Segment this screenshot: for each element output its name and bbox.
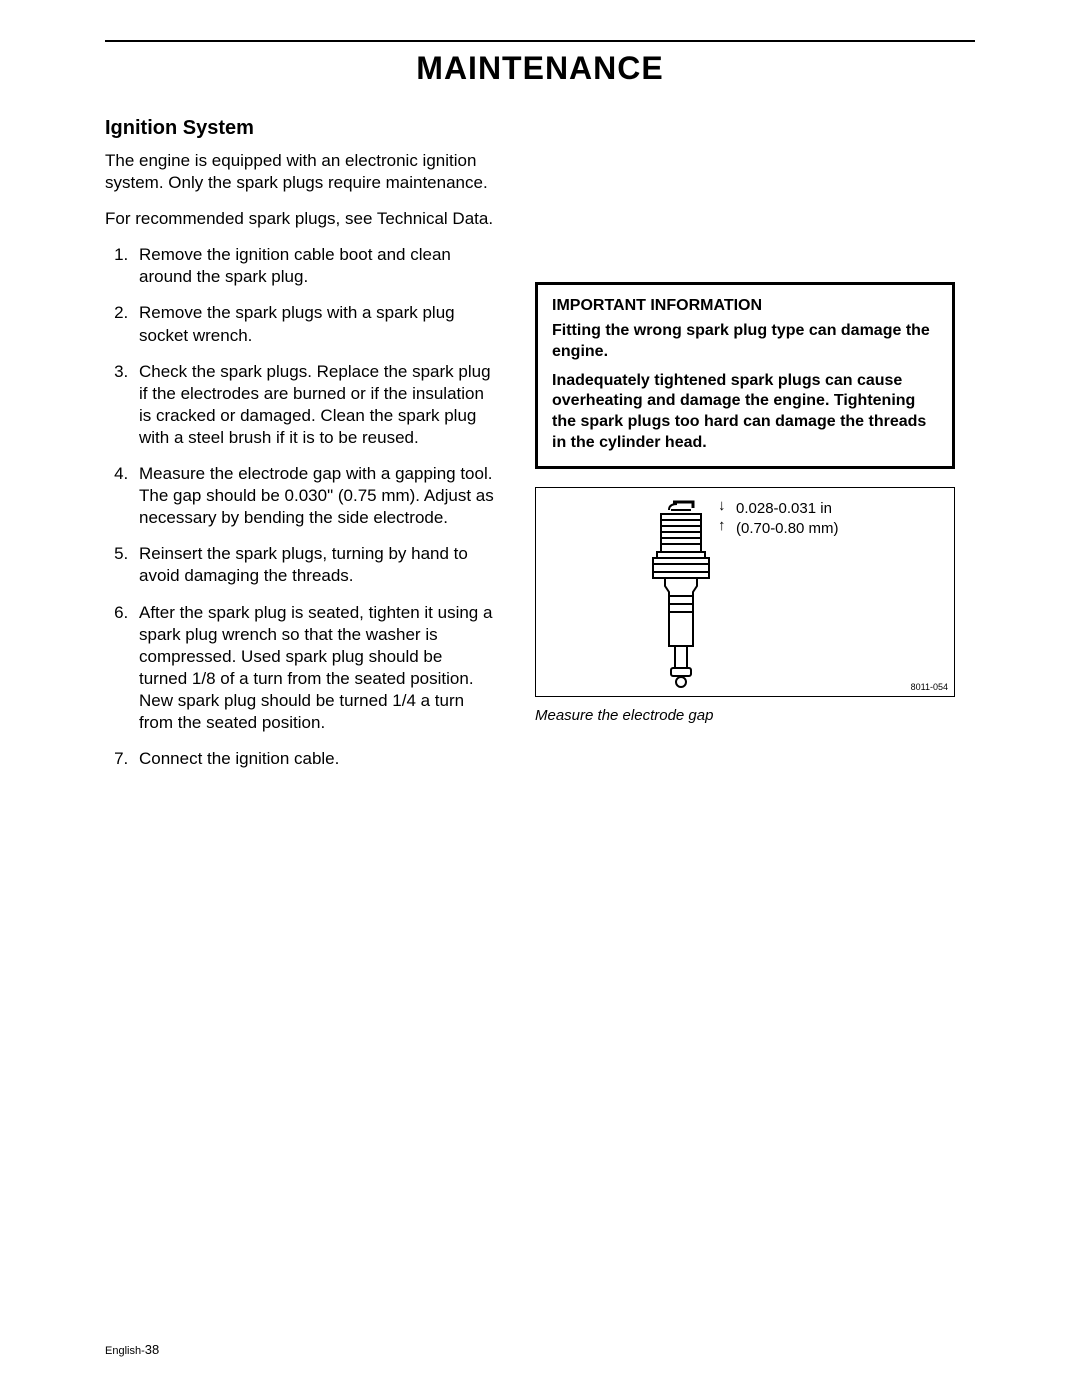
content-columns: Ignition System The engine is equipped w… bbox=[105, 117, 975, 784]
intro-para-2: For recommended spark plugs, see Technic… bbox=[105, 208, 495, 230]
figure-ref: 8011-054 bbox=[911, 682, 948, 692]
left-column: Ignition System The engine is equipped w… bbox=[105, 117, 495, 784]
page: MAINTENANCE Ignition System The engine i… bbox=[0, 0, 1080, 1397]
intro-para-1: The engine is equipped with an electroni… bbox=[105, 150, 495, 194]
footer-page-number: 38 bbox=[145, 1342, 159, 1357]
step-item: Measure the electrode gap with a gapping… bbox=[133, 463, 495, 529]
sparkplug-icon bbox=[621, 496, 731, 691]
important-text-1: Fitting the wrong spark plug type can da… bbox=[552, 321, 938, 363]
arrow-down-icon: ↓ bbox=[718, 498, 726, 513]
step-item: Remove the ignition cable boot and clean… bbox=[133, 244, 495, 288]
gap-label-mm: (0.70-0.80 mm) bbox=[736, 520, 839, 538]
step-item: After the spark plug is seated, tighten … bbox=[133, 602, 495, 735]
step-item: Check the spark plugs. Replace the spark… bbox=[133, 361, 495, 449]
important-heading: IMPORTANT INFORMATION bbox=[552, 297, 938, 315]
page-footer: English-38 bbox=[105, 1342, 159, 1357]
steps-list: Remove the ignition cable boot and clean… bbox=[105, 244, 495, 770]
step-item: Connect the ignition cable. bbox=[133, 748, 495, 770]
figure-caption: Measure the electrode gap bbox=[535, 707, 955, 724]
important-box: IMPORTANT INFORMATION Fitting the wrong … bbox=[535, 282, 955, 469]
section-heading: Ignition System bbox=[105, 117, 495, 140]
right-column: IMPORTANT INFORMATION Fitting the wrong … bbox=[535, 117, 955, 784]
arrow-up-icon: ↑ bbox=[718, 518, 726, 533]
top-rule bbox=[105, 40, 975, 42]
gap-label-in: 0.028-0.031 in bbox=[736, 500, 832, 518]
footer-lang: English- bbox=[105, 1345, 145, 1357]
important-text-2: Inadequately tightened spark plugs can c… bbox=[552, 371, 938, 454]
page-title: MAINTENANCE bbox=[105, 50, 975, 87]
step-item: Remove the spark plugs with a spark plug… bbox=[133, 302, 495, 346]
sparkplug-figure: ↓ ↑ 0.028-0.031 in (0.70-0.80 mm) 8011-0… bbox=[535, 487, 955, 697]
step-item: Reinsert the spark plugs, turning by han… bbox=[133, 543, 495, 587]
